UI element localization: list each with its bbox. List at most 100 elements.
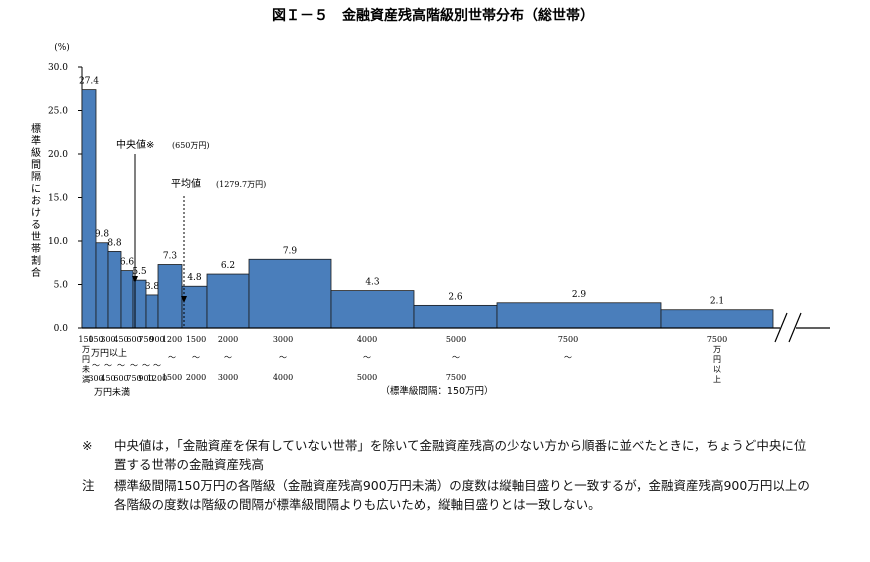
- x-range-separator: 〜: [153, 361, 161, 370]
- x-tick-label: 5000: [446, 335, 466, 344]
- x-tick-label: 1200: [162, 335, 182, 344]
- x-range-separator: 〜: [363, 353, 371, 362]
- bar: [81, 89, 97, 329]
- x-tick-label: 1500: [186, 335, 206, 344]
- y-axis-title-char: 間: [31, 159, 41, 171]
- y-axis-title-char: 級: [31, 146, 41, 159]
- x-interval-note: （標準級間隔：150万円）: [380, 385, 493, 397]
- note-text: 中央値は，「金融資産を保有していない世帯」を除いて金融資産残高の少ない方から順番…: [114, 438, 807, 472]
- bar: [181, 285, 208, 329]
- y-tick-label: 10.0: [48, 237, 68, 247]
- x-tick-label: 万: [713, 345, 721, 354]
- y-tick-label: 30.0: [48, 63, 68, 73]
- x-tick-label: 7500: [707, 335, 727, 344]
- y-axis-title-char: る: [31, 219, 41, 231]
- bar: [95, 242, 109, 329]
- bar-value-label: 6.6: [120, 258, 135, 268]
- y-axis-title-char: 帯: [31, 242, 41, 255]
- median-value-label: (650万円): [172, 141, 210, 150]
- x-tick-label: 1200: [147, 374, 167, 383]
- x-tick-label: 900: [149, 335, 164, 344]
- x-tick-label: 900: [138, 374, 153, 383]
- y-axis-title-char: 合: [31, 266, 41, 279]
- bar-value-label: 5.5: [132, 267, 147, 277]
- chart-title: 図Ｉ－５ 金融資産残高階級別世帯分布（総世帯）: [272, 7, 594, 24]
- bar: [120, 270, 134, 329]
- bar: [413, 304, 498, 329]
- y-axis-title-char: 隔: [31, 171, 41, 183]
- bar-value-label: 27.4: [79, 77, 99, 87]
- x-range-separator: 〜: [192, 353, 200, 362]
- x-range-separator: 〜: [92, 361, 100, 370]
- bar-value-label: 6.2: [221, 261, 235, 271]
- median-arrow: [132, 276, 138, 283]
- bar: [330, 290, 415, 329]
- x-tick-label: 以: [713, 365, 721, 374]
- x-tick-label: 300: [88, 374, 103, 383]
- x-tick-label: 450: [113, 335, 128, 344]
- bar-value-label: 3.8: [145, 282, 160, 292]
- y-tick-label: 0.0: [54, 324, 69, 334]
- x-range-separator: 〜: [564, 353, 572, 362]
- x-tick-label: 3000: [273, 335, 293, 344]
- x-tick-label: 万: [82, 345, 90, 354]
- bar: [145, 294, 159, 329]
- x-tick-label: 7500: [446, 373, 466, 382]
- x-range-separator: 〜: [224, 353, 232, 362]
- x-unit-label-top: 万円以上: [91, 348, 127, 359]
- x-tick-label: 300: [100, 335, 115, 344]
- axis-break-mark: [774, 312, 788, 343]
- bar-value-label: 2.9: [572, 290, 587, 300]
- x-tick-label: 5000: [357, 373, 377, 382]
- x-tick-label: 1500: [162, 373, 182, 382]
- x-range-separator: 〜: [142, 361, 150, 370]
- mean-value-label: (1279.7万円): [216, 180, 266, 189]
- bar-value-label: 4.8: [187, 273, 202, 283]
- x-tick-label: 2000: [218, 335, 238, 344]
- bar: [496, 302, 662, 329]
- plot-area: 0.0 5.0 10.0 15.0 20.0 25.0 30.0 (%) 標準級間隔における世帯…: [31, 42, 830, 398]
- x-range-separator: 〜: [452, 353, 460, 362]
- bar: [157, 264, 183, 329]
- y-axis-title-char: 割: [31, 254, 41, 267]
- x-range-separator: 〜: [168, 353, 176, 362]
- y-axis-title-char: 準: [31, 134, 41, 147]
- bar-value-label: 8.8: [107, 238, 122, 248]
- bar-value-label: 7.9: [283, 246, 298, 256]
- x-tick-label: 600: [113, 374, 128, 383]
- x-tick-label: 4000: [273, 373, 293, 382]
- median-label: 中央値※: [116, 138, 154, 151]
- x-tick-label: 750: [138, 335, 153, 344]
- x-range-separator: 〜: [104, 361, 112, 370]
- y-tick-label: 15.0: [48, 194, 68, 204]
- x-unit-label-bottom: 万円未満: [94, 386, 130, 398]
- x-range-separator: 〜: [130, 361, 138, 370]
- bar-value-label: 4.3: [365, 278, 380, 288]
- x-tick-label: 2000: [186, 373, 206, 382]
- x-tick-label: 満: [82, 375, 90, 384]
- x-tick-label: 600: [126, 335, 141, 344]
- x-tick-label: 7500: [558, 335, 578, 344]
- y-tick-label: 20.0: [48, 150, 68, 160]
- y-unit-label: (%): [54, 42, 70, 53]
- bar-value-label: 2.1: [710, 297, 724, 307]
- x-range-separator: 〜: [117, 361, 125, 370]
- x-tick-label: 450: [100, 374, 115, 383]
- note-mark: ※: [82, 438, 93, 453]
- x-range-separator: 〜: [279, 353, 287, 362]
- x-tick-label: 750: [126, 374, 141, 383]
- bar-value-label: 2.6: [448, 292, 463, 302]
- bar: [660, 309, 774, 329]
- bar: [206, 273, 250, 329]
- axis-break-mark: [788, 312, 802, 343]
- note-text: 標準級間隔150万円の各階級（金融資産残高900万円未満）の度数は縦軸目盛りと一…: [114, 478, 810, 512]
- x-tick-label: 3000: [218, 373, 238, 382]
- x-tick-label: 150: [78, 335, 93, 344]
- x-tick-label: 未: [82, 364, 90, 374]
- y-tick-label: 25.0: [48, 107, 68, 117]
- x-tick-label: 円: [82, 355, 90, 364]
- bar-value-label: 9.8: [95, 230, 110, 240]
- y-axis-title-char: 世: [31, 231, 41, 243]
- y-tick-label: 5.0: [54, 281, 69, 291]
